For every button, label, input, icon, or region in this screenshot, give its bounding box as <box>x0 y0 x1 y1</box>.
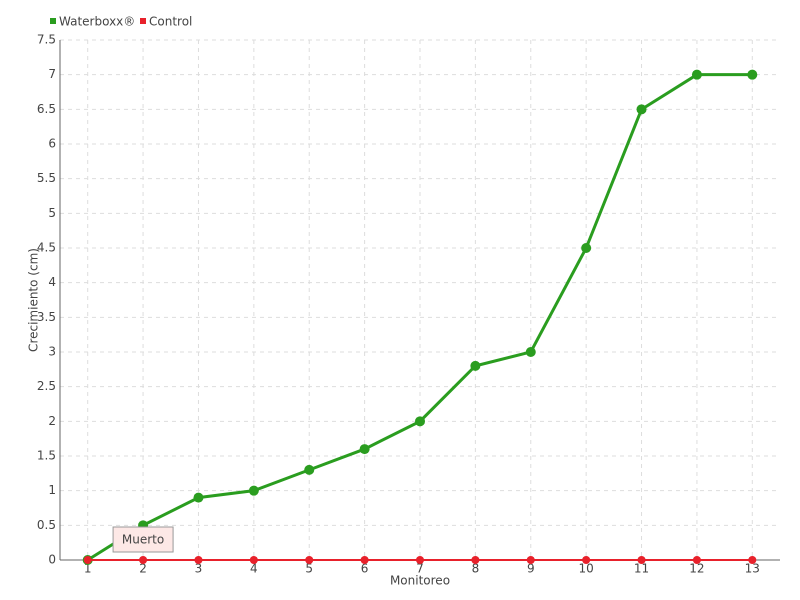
tooltip-box <box>112 526 174 553</box>
point <box>582 556 591 564</box>
point <box>305 556 314 564</box>
point <box>471 556 480 564</box>
point <box>636 104 647 115</box>
y-tick-label: 6.5 <box>37 102 56 116</box>
legend-label: Waterboxx® <box>59 15 135 29</box>
point <box>83 556 92 564</box>
y-tick-label: 3.5 <box>37 310 56 324</box>
x-tick-label: 13 <box>745 562 760 576</box>
y-tick-label: 4 <box>48 275 56 289</box>
y-tick-label: 7.5 <box>37 33 56 47</box>
x-tick-label: 10 <box>579 562 594 576</box>
x-tick-label: 8 <box>472 562 480 576</box>
point <box>581 243 592 253</box>
legend-swatch <box>50 18 56 24</box>
x-tick-label: 1 <box>84 562 92 576</box>
y-tick-label: 7 <box>48 67 56 81</box>
point <box>249 556 258 564</box>
point <box>637 556 646 564</box>
point <box>748 556 757 564</box>
point <box>747 69 758 80</box>
x-tick-label: 3 <box>195 562 203 576</box>
point <box>526 556 535 564</box>
y-tick-label: 2.5 <box>37 379 56 393</box>
legend-label: Control <box>149 15 192 29</box>
point <box>194 556 203 564</box>
tooltip-text: Muerto <box>122 533 164 547</box>
x-tick-label: 7 <box>416 562 424 576</box>
y-tick-label: 5 <box>48 206 56 220</box>
y-tick-label: 2 <box>48 414 56 428</box>
point <box>360 556 369 564</box>
x-axis-label: Monitoreo <box>390 574 450 588</box>
x-tick-label: 9 <box>527 562 535 576</box>
point <box>470 360 481 371</box>
point <box>416 556 424 564</box>
point <box>248 485 259 496</box>
legend-swatch <box>140 18 146 24</box>
x-tick-label: 6 <box>361 562 369 576</box>
y-tick-label: 6 <box>48 137 56 151</box>
y-tick-label: 1 <box>48 483 56 497</box>
x-tick-label: 5 <box>305 562 313 576</box>
point <box>304 464 315 475</box>
point <box>193 492 204 503</box>
y-tick-label: 4.5 <box>37 241 56 255</box>
y-tick-label: 5.5 <box>37 171 56 185</box>
x-tick-label: 4 <box>250 562 258 576</box>
y-axis-label: Crecimiento (cm) <box>27 248 41 352</box>
point <box>139 556 148 564</box>
point <box>415 416 425 427</box>
point <box>359 444 370 455</box>
point <box>692 556 701 564</box>
y-tick-label: 0 <box>48 553 56 567</box>
x-tick-label: 12 <box>689 562 704 576</box>
y-tick-label: 0.5 <box>37 518 56 532</box>
y-tick-label: 3 <box>48 345 56 359</box>
point <box>525 347 536 357</box>
y-tick-label: 1.5 <box>37 449 56 463</box>
x-tick-label: 2 <box>139 562 147 576</box>
x-tick-label: 11 <box>634 562 649 576</box>
point <box>691 69 702 80</box>
